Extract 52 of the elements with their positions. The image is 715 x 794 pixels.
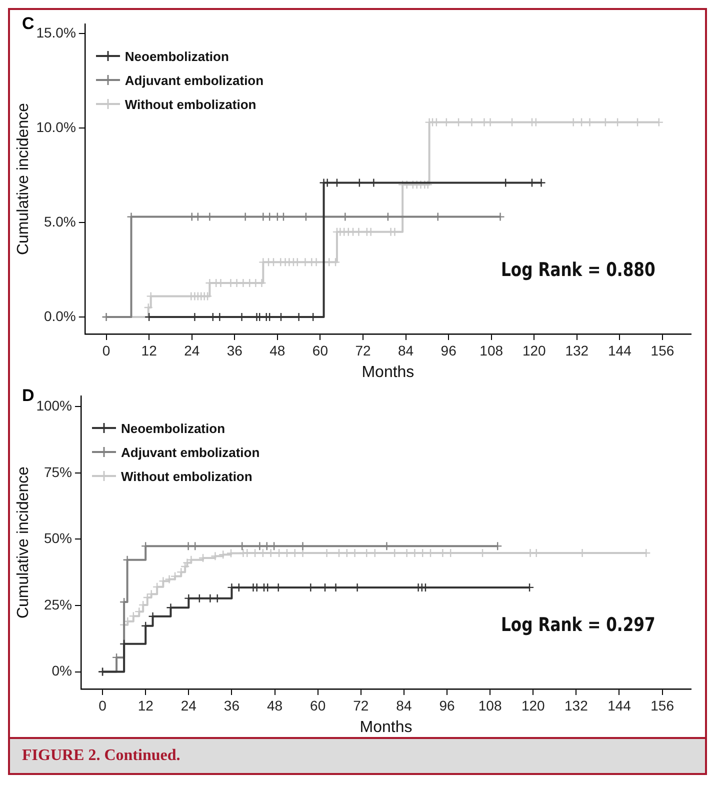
x-tick-label: 108: [478, 697, 502, 714]
x-tick-label: 96: [440, 342, 457, 358]
x-tick-label: 24: [184, 342, 200, 358]
x-axis-title: Months: [362, 364, 414, 381]
y-tick-label: 10.0%: [36, 118, 76, 135]
x-tick-label: 96: [439, 697, 455, 714]
y-tick-label: 0%: [52, 662, 72, 679]
x-tick-label: 24: [180, 697, 197, 714]
legend-label: Neoembolization: [124, 48, 229, 64]
x-tick-label: 48: [266, 697, 283, 714]
x-tick-label: 36: [226, 342, 243, 358]
x-tick-label: 0: [102, 342, 110, 358]
x-tick-label: 12: [138, 697, 154, 714]
y-tick-label: 25%: [44, 596, 72, 612]
x-tick-label: 144: [608, 342, 632, 358]
legend-label: Adjuvant embolization: [124, 72, 264, 88]
y-tick-label: 75%: [44, 464, 72, 480]
x-tick-label: 12: [141, 342, 158, 358]
legend-label: Without embolization: [124, 96, 256, 112]
x-tick-label: 60: [312, 342, 328, 358]
x-tick-label: 156: [650, 342, 674, 358]
y-tick-label: 100%: [36, 397, 72, 414]
x-tick-label: 48: [270, 342, 286, 358]
y-tick-label: 50%: [44, 530, 72, 546]
x-axis-title: Months: [360, 718, 412, 736]
x-tick-label: 84: [398, 342, 414, 358]
y-axis-title: Cumulative incidence: [15, 102, 32, 256]
x-tick-label: 108: [480, 342, 504, 358]
caption: FIGURE 2. Continued.: [22, 747, 180, 764]
x-tick-label: 144: [608, 697, 632, 714]
chart-title: D: [22, 386, 34, 406]
annotation: Log Rank = 0.880: [501, 259, 656, 281]
x-tick-label: 120: [522, 342, 546, 358]
y-axis-title: Cumulative incidence: [15, 466, 32, 619]
x-tick-label: 0: [98, 697, 107, 714]
chart-title: C: [22, 14, 34, 34]
y-tick-label: 0.0%: [44, 308, 76, 324]
y-tick-label: 5.0%: [44, 213, 76, 230]
legend-label: Without embolization: [121, 468, 252, 484]
legend-label: Adjuvant embolization: [121, 444, 260, 460]
x-tick-label: 132: [564, 697, 588, 714]
x-tick-label: 60: [310, 697, 326, 714]
x-tick-label: 132: [565, 342, 589, 358]
x-tick-label: 72: [355, 342, 371, 358]
x-tick-label: 36: [224, 697, 240, 714]
x-tick-label: 72: [353, 697, 369, 714]
legend-label: Neoembolization: [121, 420, 226, 436]
y-tick-label: 15.0%: [36, 24, 76, 40]
x-tick-label: 120: [521, 697, 546, 714]
x-tick-label: 156: [650, 697, 674, 714]
annotation: Log Rank = 0.297: [501, 614, 656, 636]
x-tick-label: 84: [396, 697, 412, 714]
